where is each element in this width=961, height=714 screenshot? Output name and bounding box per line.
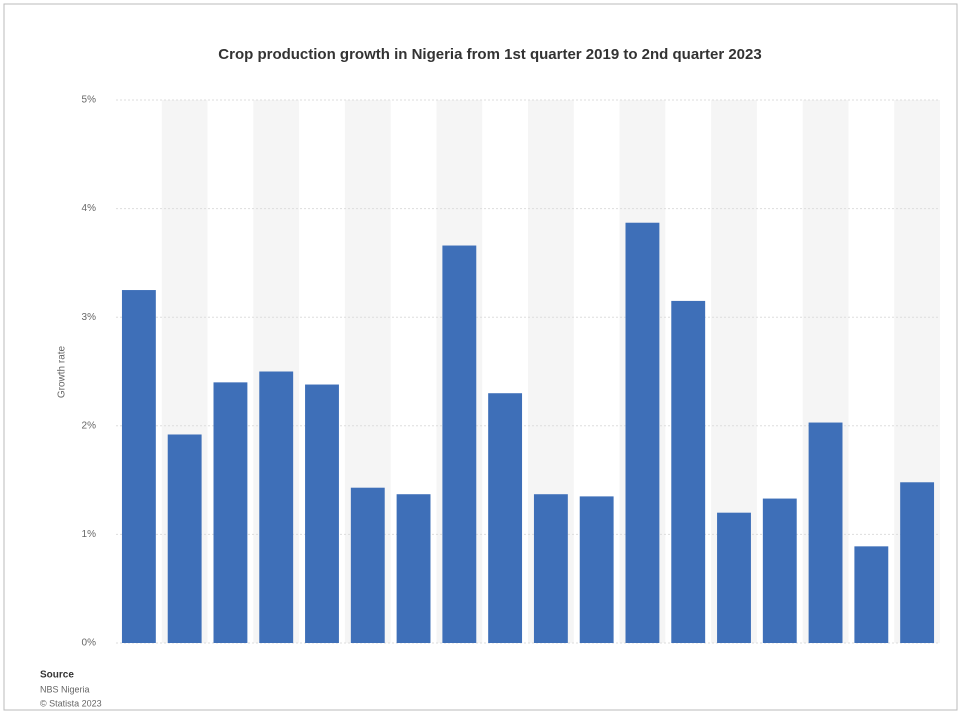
bar — [808, 422, 843, 643]
bar — [442, 245, 477, 644]
bar — [671, 300, 706, 643]
y-tick-label: 3% — [82, 312, 97, 323]
bar — [579, 496, 614, 643]
bar — [488, 393, 523, 643]
bar — [717, 512, 751, 643]
y-axis-label: Growth rate — [57, 345, 68, 398]
chart-title: Crop production growth in Nigeria from 1… — [218, 46, 761, 63]
bar — [305, 384, 339, 643]
bar — [762, 498, 797, 643]
bar — [259, 371, 294, 643]
y-tick-label: 1% — [82, 529, 97, 540]
bar — [350, 487, 385, 643]
bar — [396, 494, 431, 643]
source-heading: Source — [40, 670, 74, 681]
bar — [121, 290, 156, 643]
bar — [213, 382, 248, 643]
y-tick-label: 2% — [82, 420, 97, 431]
y-tick-label: 4% — [82, 203, 97, 214]
y-tick-label: 0% — [82, 638, 97, 649]
bar — [625, 222, 660, 643]
bar — [533, 494, 568, 643]
bar — [900, 482, 935, 643]
source-line: NBS Nigeria — [40, 684, 90, 694]
source-line: © Statista 2023 — [40, 698, 102, 708]
bar — [167, 434, 202, 643]
y-tick-label: 5% — [82, 95, 97, 106]
bar — [854, 546, 889, 643]
